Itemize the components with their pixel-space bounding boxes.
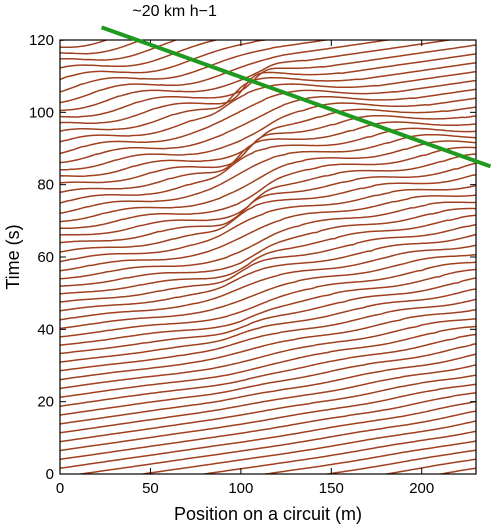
vehicle-trajectory — [60, 308, 476, 381]
axis-ticks: 0 50 100 150 200 0 20 40 60 80 100 120 — [29, 32, 476, 497]
x-tick-label: 200 — [409, 480, 434, 497]
vehicle-trajectory — [56, 0, 479, 7]
vehicle-trajectory — [60, 392, 476, 461]
vehicle-trajectory — [60, 374, 476, 443]
x-tick-label: 0 — [56, 480, 64, 497]
vehicle-trajectory — [60, 153, 476, 236]
y-tick-label: 40 — [37, 321, 54, 338]
vehicle-trajectory — [60, 114, 476, 184]
vehicle-trajectory — [60, 353, 476, 425]
vehicle-trajectory — [60, 88, 476, 164]
vehicle-trajectory — [60, 244, 476, 321]
vehicle-trajectory — [60, 79, 476, 155]
vehicle-trajectory — [60, 277, 476, 355]
vehicle-trajectory — [60, 97, 476, 171]
vehicle-trajectory — [60, 127, 476, 204]
vehicle-trajectory — [199, 430, 476, 474]
vehicle-trajectory — [60, 201, 476, 280]
vehicle-trajectory — [60, 53, 476, 125]
y-tick-label: 20 — [37, 394, 54, 411]
vehicle-trajectory — [60, 40, 271, 81]
vehicle-trajectory — [60, 261, 476, 338]
trajectory-lines — [56, 0, 479, 474]
vehicle-trajectory — [60, 194, 476, 272]
y-tick-label: 0 — [46, 466, 54, 483]
vehicle-trajectory — [60, 207, 476, 287]
vehicle-trajectory — [60, 184, 476, 263]
y-tick-label: 60 — [37, 249, 54, 266]
y-axis-title: Time (s) — [3, 224, 23, 289]
vehicle-trajectory — [60, 174, 476, 253]
vehicle-trajectory — [137, 420, 476, 474]
jam-wave-line — [100, 25, 492, 169]
vehicle-trajectory — [60, 40, 455, 112]
vehicle-trajectory — [60, 40, 332, 93]
vehicle-trajectory — [60, 383, 476, 452]
vehicle-trajectory — [60, 146, 476, 230]
vehicle-trajectory — [60, 325, 476, 399]
y-tick-label: 100 — [29, 104, 54, 121]
x-axis-title: Position on a circuit (m) — [174, 504, 362, 524]
vehicle-trajectory — [60, 400, 476, 469]
vehicle-trajectory — [60, 40, 179, 61]
vehicle-trajectory — [60, 253, 476, 330]
vehicle-trajectory — [60, 364, 476, 434]
vehicle-trajectory — [56, 0, 479, 20]
vehicle-trajectory — [60, 214, 476, 295]
vehicle-trajectory — [60, 342, 476, 416]
vehicle-trajectory — [322, 449, 476, 474]
vehicle-trajectory — [76, 410, 476, 474]
vehicle-trajectory — [60, 162, 476, 244]
vehicle-trajectory — [60, 106, 476, 177]
vehicle-trajectory — [60, 288, 476, 363]
vehicle-trajectory — [60, 121, 476, 194]
vehicle-trajectory — [60, 317, 476, 390]
vehicle-trajectory — [60, 233, 476, 312]
jam-wave-speed-label: ~20 km h−1 — [132, 3, 217, 20]
vehicle-trajectory — [60, 61, 476, 132]
x-tick-label: 100 — [228, 480, 253, 497]
vehicle-trajectory — [381, 458, 476, 474]
vehicle-trajectory — [60, 40, 394, 104]
x-tick-label: 150 — [319, 480, 344, 497]
vehicle-trajectory — [56, 0, 479, 32]
vehicle-trajectory — [60, 140, 476, 223]
y-tick-label: 80 — [37, 177, 54, 194]
vehicle-trajectory — [60, 268, 476, 346]
vehicle-trajectory — [60, 40, 220, 69]
vehicle-trajectory — [60, 223, 476, 303]
x-tick-label: 50 — [142, 480, 159, 497]
y-tick-label: 120 — [29, 32, 54, 49]
vehicle-trajectory — [60, 44, 476, 118]
vehicle-trajectory — [60, 40, 144, 55]
vehicle-trajectory — [60, 333, 476, 407]
vehicle-trajectory — [60, 298, 476, 372]
